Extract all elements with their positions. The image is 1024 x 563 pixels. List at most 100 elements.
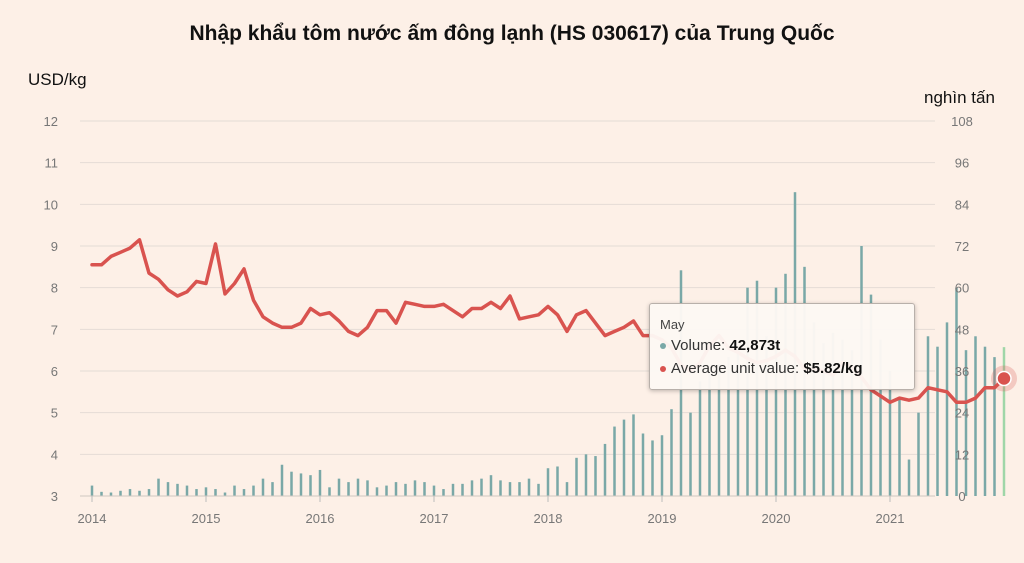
y-left-tick-label: 10 xyxy=(44,197,58,212)
y-left-tick-label: 5 xyxy=(51,406,58,421)
y-axis-left-label: USD/kg xyxy=(28,70,87,89)
tooltip-row-unit-value: Average unit value: $5.82/kg xyxy=(660,360,863,377)
volume-bar xyxy=(936,346,939,496)
volume-bar xyxy=(280,464,284,496)
volume-bar xyxy=(461,483,464,496)
chart-title: Nhập khẩu tôm nước ấm đông lạnh (HS 0306… xyxy=(189,22,835,45)
volume-bar xyxy=(328,487,331,496)
volume-bar xyxy=(394,482,398,496)
y-right-tick-label: 72 xyxy=(955,239,969,254)
x-tick-label: 2016 xyxy=(306,511,335,526)
volume-bar xyxy=(736,346,740,496)
volume-bar xyxy=(603,443,607,496)
volume-bar xyxy=(964,350,968,496)
volume-bar xyxy=(660,435,664,496)
y-axis-right-label: nghìn tấn xyxy=(924,88,995,107)
volume-bar xyxy=(670,409,673,496)
volume-bar xyxy=(955,287,958,496)
tooltip-header: May xyxy=(660,317,685,332)
x-tick-label: 2018 xyxy=(534,511,563,526)
volume-bar xyxy=(489,475,493,496)
volume-bar xyxy=(546,468,550,496)
hover-marker xyxy=(991,365,1017,392)
volume-bar xyxy=(584,454,588,496)
tooltip-unit-value-value: $5.82/kg xyxy=(803,360,863,377)
volume-bar xyxy=(622,419,626,496)
volume-bar xyxy=(651,440,654,496)
volume-bar xyxy=(100,491,103,496)
volume-bar xyxy=(242,489,246,496)
tooltip-row-volume: Volume: 42,873t xyxy=(660,337,780,354)
volume-bar xyxy=(442,489,445,496)
volume-bar xyxy=(347,482,350,496)
volume-bar xyxy=(204,487,208,496)
volume-bar xyxy=(470,480,474,496)
y-left-tick-label: 8 xyxy=(51,281,58,296)
volume-bar xyxy=(527,478,531,496)
volume-bar xyxy=(556,466,559,496)
volume-bar xyxy=(746,287,749,496)
volume-bar xyxy=(166,482,170,496)
y-right-tick-label: 48 xyxy=(955,322,969,337)
volume-bar xyxy=(233,485,236,496)
volume-bar xyxy=(613,426,616,496)
volume-bar xyxy=(508,482,512,496)
volume-bar xyxy=(565,482,569,496)
y-right-tick-label: 0 xyxy=(958,489,965,504)
y-right-tick-label: 84 xyxy=(955,197,969,212)
volume-bar xyxy=(1002,347,1006,496)
y-right-tick-label: 24 xyxy=(955,406,969,421)
y-left-tick-label: 11 xyxy=(45,156,59,171)
volume-bar xyxy=(271,482,274,496)
volume-bar xyxy=(290,471,293,496)
volume-bar xyxy=(385,485,388,496)
volume-bar xyxy=(765,336,768,496)
volume-bar xyxy=(214,489,217,496)
volume-bar xyxy=(375,487,379,496)
volume-bar xyxy=(176,483,179,496)
volume-bar xyxy=(879,339,882,496)
volume-bar xyxy=(480,478,483,496)
y-right-tick-label: 96 xyxy=(955,156,969,171)
volume-bar xyxy=(632,414,635,496)
volume-bar xyxy=(689,412,692,496)
y-left-tick-label: 4 xyxy=(51,447,58,462)
volume-bar xyxy=(366,480,369,496)
y-right-tick-label: 12 xyxy=(955,447,969,462)
volume-bar xyxy=(337,478,341,496)
volume-bar xyxy=(309,475,312,496)
volume-bar xyxy=(917,412,920,496)
x-tick-label: 2020 xyxy=(762,511,791,526)
volume-bar xyxy=(907,459,911,496)
y-right-tick-label: 36 xyxy=(955,364,969,379)
y-left-tick-label: 6 xyxy=(51,364,58,379)
volume-bar xyxy=(850,350,854,496)
volume-bar xyxy=(727,357,730,496)
volume-bar xyxy=(413,480,417,496)
volume-bar xyxy=(195,489,198,496)
x-tick-label: 2015 xyxy=(192,511,221,526)
tooltip-volume-label: Volume: xyxy=(671,337,730,354)
x-tick-label: 2021 xyxy=(876,511,905,526)
y-left-tick-label: 7 xyxy=(51,322,58,337)
unit-value-dot-icon xyxy=(660,366,666,373)
volume-bar xyxy=(974,336,977,496)
volume-bar xyxy=(252,485,255,496)
volume-bar xyxy=(90,485,94,496)
volume-bar xyxy=(404,483,407,496)
volume-bar xyxy=(185,485,189,496)
volume-bar xyxy=(774,287,778,496)
tooltip-volume-value: 42,873t xyxy=(729,337,781,354)
volume-bar xyxy=(451,483,455,496)
volume-bar xyxy=(983,346,987,496)
volume-bar xyxy=(945,322,949,496)
tooltip-unit-value-label: Average unit value: xyxy=(671,360,804,377)
volume-bar xyxy=(594,456,597,496)
volume-bar xyxy=(318,469,322,496)
volume-bar xyxy=(261,478,265,496)
volume-bar xyxy=(147,489,151,496)
volume-bar xyxy=(356,478,360,496)
volume-bar xyxy=(812,322,816,496)
volume-bar xyxy=(423,482,426,496)
